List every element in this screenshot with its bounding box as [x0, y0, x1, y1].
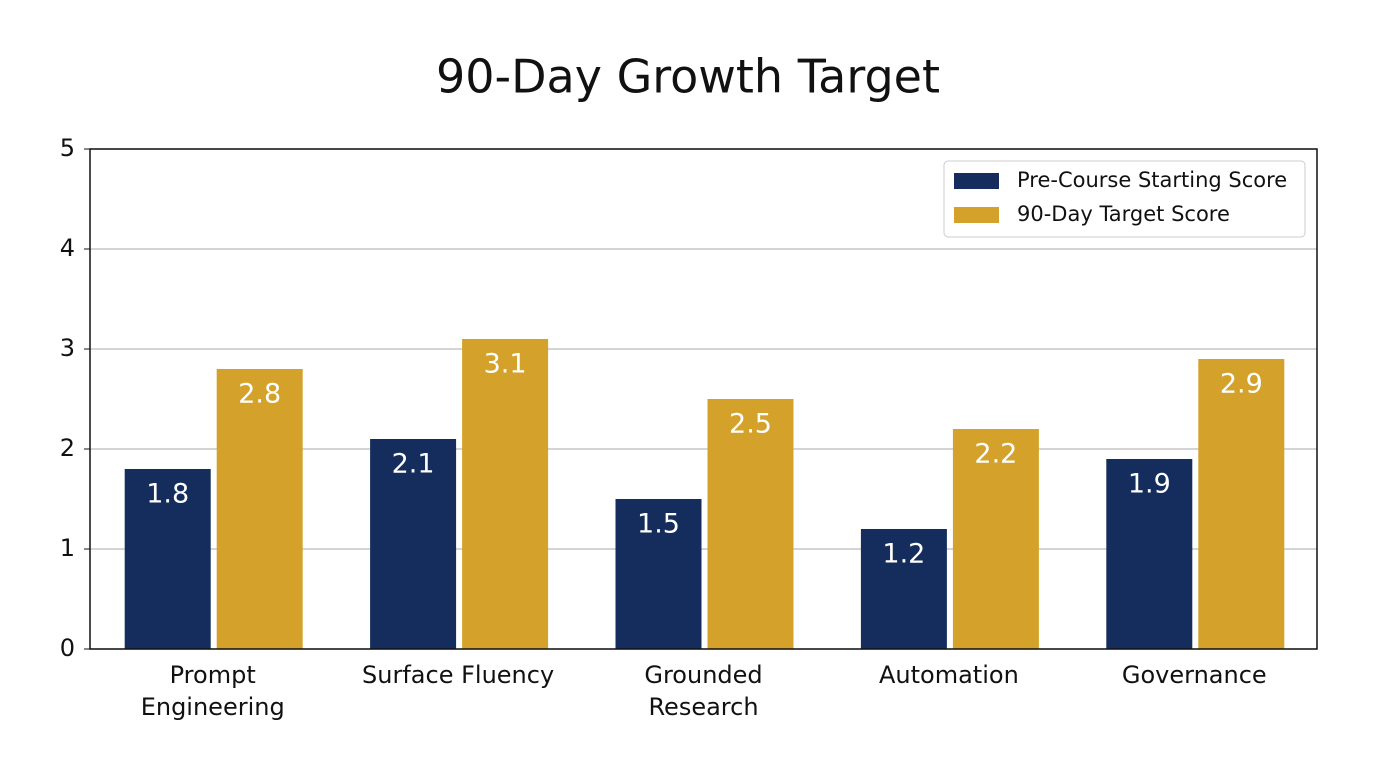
bar: [952, 429, 1039, 649]
x-tick-label-box: Prompt Engineering: [140, 661, 285, 721]
value-label: 2.8: [238, 379, 281, 410]
y-tick-label: 5: [60, 134, 75, 162]
bar: [462, 339, 549, 649]
chart-title: 90-Day Growth Target: [436, 50, 940, 104]
value-label: 1.8: [146, 479, 189, 510]
x-tick-label: Surface Fluency: [362, 661, 555, 689]
y-tick-label: 4: [60, 234, 75, 262]
y-tick-label: 1: [60, 534, 75, 562]
plot-frame: [89, 148, 1318, 650]
value-label: 1.9: [1128, 469, 1171, 500]
y-tick-label: 0: [60, 634, 75, 662]
bar: [370, 439, 457, 649]
bar: [1106, 459, 1193, 649]
legend-swatch: [954, 173, 999, 189]
legend-box: [943, 160, 1306, 238]
y-tick-label: 2: [60, 434, 75, 462]
x-tick-label-box: Grounded Research: [644, 661, 763, 721]
legend-label: Pre-Course Starting Score: [1017, 168, 1287, 192]
x-tick-label-box: Automation: [879, 661, 1019, 689]
bar: [615, 499, 702, 649]
value-label: 1.2: [882, 539, 925, 570]
x-tick-label: Governance: [1121, 661, 1267, 689]
bar: [860, 529, 947, 649]
legend: Pre-Course Starting Score 90-Day Target S…: [943, 160, 1306, 238]
bar: [216, 369, 303, 649]
x-tick-label-box: Governance: [1121, 661, 1267, 689]
y-tick-label: 3: [60, 334, 75, 362]
x-tick-label: Automation: [879, 661, 1019, 689]
bar: [1198, 359, 1285, 649]
legend-swatch: [954, 207, 999, 223]
bar: [707, 399, 794, 649]
value-label: 2.1: [392, 449, 435, 480]
bar: [124, 469, 211, 649]
value-label: 2.9: [1220, 369, 1263, 400]
value-label: 2.2: [974, 439, 1017, 470]
value-label: 3.1: [484, 349, 527, 380]
x-tick-label: Grounded Research: [644, 661, 763, 721]
value-label: 1.5: [637, 509, 680, 540]
legend-label: 90-Day Target Score: [1017, 202, 1230, 226]
value-label: 2.5: [729, 409, 772, 440]
x-tick-label: Prompt Engineering: [140, 661, 285, 721]
x-tick-label-box: Surface Fluency: [362, 661, 555, 689]
